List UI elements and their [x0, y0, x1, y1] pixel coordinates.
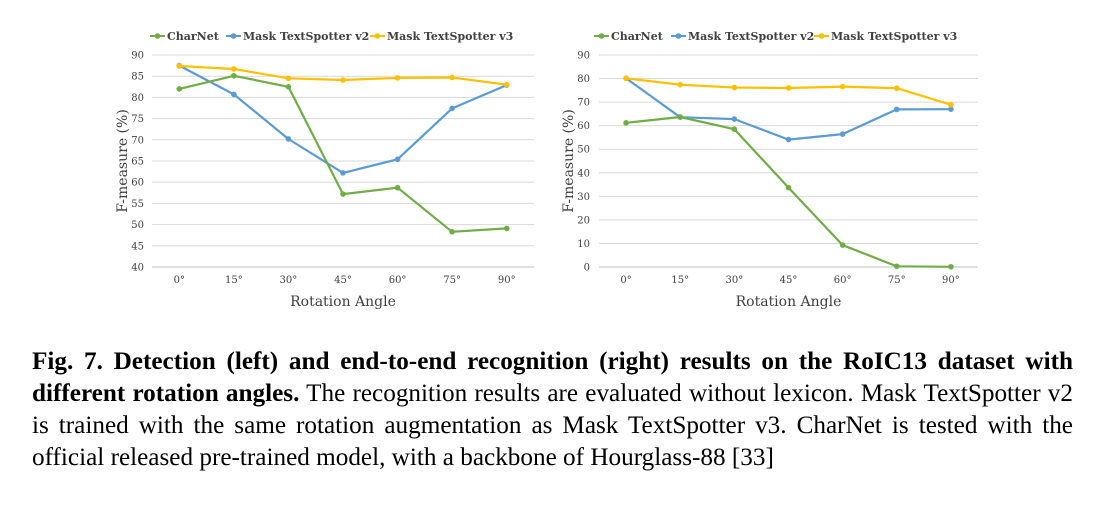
y-tick-label: 50 [131, 220, 144, 231]
data-point [503, 225, 510, 232]
caption-label: Fig. 7. Detection (left) and end-to-end … [32, 348, 1073, 407]
y-tick-label: 90 [577, 51, 590, 62]
y-tick-label: 0 [584, 263, 590, 274]
data-point [503, 81, 510, 88]
x-tick-label: 45° [780, 275, 798, 286]
y-tick-label: 30 [577, 192, 590, 203]
recognition-chart: 0 10 20 30 40 50 60 70 80 90 0° 15° 30° 45° 60° 75° 90° R… [561, 30, 978, 310]
data-point [176, 63, 183, 69]
data-point [948, 263, 954, 270]
y-tick-label: 20 [577, 215, 590, 226]
data-point [948, 101, 954, 108]
data-point [893, 263, 900, 270]
y-tick-label: 10 [577, 239, 590, 250]
legend-label: Mask TextSpotter v3 [831, 30, 957, 43]
y-axis-title: F-measure (%) [561, 109, 577, 213]
data-point [449, 105, 455, 112]
y-tick-label: 40 [131, 263, 144, 274]
legend-label: Mask TextSpotter v3 [387, 30, 513, 43]
x-tick-label: 45° [334, 275, 352, 286]
data-point [285, 75, 292, 82]
y-tick-label: 75 [131, 114, 144, 125]
data-point [623, 120, 629, 126]
y-tick-label: 60 [577, 121, 590, 132]
x-tick-label: 30° [280, 275, 298, 286]
data-point [285, 136, 292, 142]
detection-chart: 40 45 50 55 60 65 70 75 80 85 90 0° 15° 30° 45° 60° 75° 9… [115, 30, 534, 310]
x-axis-title: Rotation Angle [290, 294, 396, 310]
legend-label: Mask TextSpotter v2 [243, 30, 369, 43]
data-point [839, 131, 846, 137]
data-point [785, 85, 792, 91]
x-tick-label: 90° [942, 275, 960, 286]
x-tick-label: 60° [389, 275, 407, 286]
data-point [677, 114, 684, 120]
figure-charts: 40 45 50 55 60 65 70 75 80 85 90 0° 15° 30° 45° 60° 75° 9… [115, 30, 978, 310]
legend-swatch-marker [598, 33, 605, 39]
legend-swatch-marker [818, 33, 825, 39]
chart-detection: 40 45 50 55 60 65 70 75 80 85 90 0° 15° 30° 45° 60° 75° 9… [115, 30, 978, 310]
x-tick-label: 15° [671, 275, 689, 286]
legend-label: CharNet [167, 30, 220, 43]
y-tick-label: 85 [131, 72, 144, 83]
x-tick-label: 75° [888, 275, 906, 286]
x-tick-label: 75° [443, 275, 461, 286]
x-axis-title: Rotation Angle [736, 294, 842, 310]
series-line [179, 74, 507, 233]
data-point [176, 86, 183, 92]
x-tick-label: 0° [620, 275, 631, 286]
data-point [231, 66, 237, 72]
x-tick-label: 90° [498, 275, 516, 286]
data-point [340, 191, 346, 197]
data-point [231, 91, 237, 98]
data-point [731, 116, 738, 122]
legend-label: Mask TextSpotter v2 [688, 30, 814, 43]
caption-text: The recognition results are evaluated wi… [32, 380, 1073, 471]
y-tick-label: 50 [577, 145, 590, 156]
data-point [285, 84, 292, 90]
data-point [785, 184, 792, 191]
y-tick-label: 45 [131, 241, 144, 252]
legend-swatch-marker [230, 33, 237, 39]
data-point [948, 106, 954, 112]
y-tick-label: 65 [131, 157, 144, 168]
data-point [731, 126, 738, 132]
data-point [893, 85, 900, 92]
y-tick-label: 60 [131, 178, 144, 189]
data-point [449, 229, 455, 235]
legend-swatch-marker [154, 33, 161, 39]
y-tick-label: 80 [577, 74, 590, 85]
y-tick-label: 70 [577, 98, 590, 109]
figure-caption: Fig. 7. Detection (left) and end-to-end … [32, 346, 1073, 474]
data-point [839, 242, 846, 248]
x-tick-label: 30° [725, 275, 743, 286]
data-point [449, 74, 455, 81]
data-point [340, 170, 346, 176]
legend-swatch-marker [374, 33, 381, 39]
data-point [340, 77, 346, 83]
data-point [231, 72, 237, 79]
legend-swatch-marker [675, 33, 682, 39]
data-point [394, 156, 401, 163]
data-point [677, 81, 684, 88]
y-tick-label: 70 [131, 135, 144, 146]
data-point [731, 84, 738, 91]
legend-label: CharNet [611, 30, 664, 43]
data-point [394, 75, 401, 81]
x-tick-label: 0° [174, 275, 185, 286]
x-tick-label: 15° [225, 275, 243, 286]
y-tick-label: 40 [577, 168, 590, 179]
x-tick-label: 60° [834, 275, 852, 286]
y-tick-label: 55 [131, 199, 144, 210]
data-point [394, 184, 401, 191]
data-point [623, 75, 629, 82]
y-axis-title: F-measure (%) [115, 109, 131, 213]
data-point [785, 136, 792, 143]
y-tick-label: 90 [131, 51, 144, 62]
series-line [625, 77, 952, 106]
y-tick-label: 80 [131, 93, 144, 104]
data-point [893, 106, 900, 113]
data-point [839, 83, 846, 90]
